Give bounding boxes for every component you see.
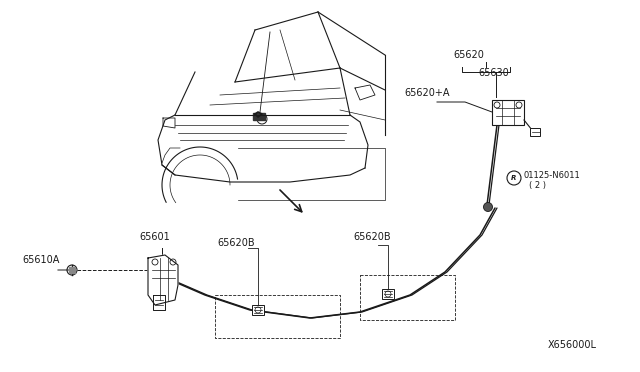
Text: ( 2 ): ( 2 ) bbox=[529, 181, 546, 190]
Bar bbox=[252, 305, 264, 315]
Text: 65610A: 65610A bbox=[22, 255, 60, 265]
Text: 65620+A: 65620+A bbox=[404, 88, 449, 98]
Bar bbox=[530, 128, 540, 136]
Polygon shape bbox=[253, 113, 265, 120]
Polygon shape bbox=[148, 255, 178, 305]
Circle shape bbox=[483, 202, 493, 212]
Text: R: R bbox=[511, 175, 516, 181]
Text: 01125-N6011: 01125-N6011 bbox=[523, 171, 580, 180]
Bar bbox=[492, 100, 524, 125]
Text: 65601: 65601 bbox=[140, 232, 170, 242]
Text: 65620B: 65620B bbox=[353, 232, 391, 242]
Text: 65630: 65630 bbox=[478, 68, 509, 78]
Bar bbox=[382, 289, 394, 299]
Text: 65620B: 65620B bbox=[217, 238, 255, 248]
Polygon shape bbox=[153, 295, 165, 310]
Polygon shape bbox=[69, 267, 75, 273]
Text: X656000L: X656000L bbox=[548, 340, 597, 350]
Text: 65620: 65620 bbox=[454, 50, 484, 60]
